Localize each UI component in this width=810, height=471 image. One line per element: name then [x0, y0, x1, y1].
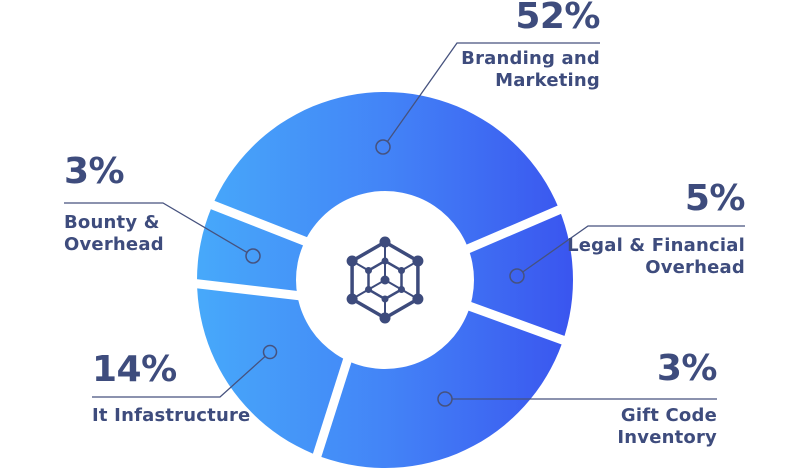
slice-divider [456, 297, 570, 347]
percent-value: 5% [684, 178, 746, 219]
callout-branding: 52% Branding and Marketing [380, 0, 600, 92]
leader-line-legal [522, 225, 745, 273]
leader-markers [245, 139, 525, 407]
donut-ring [197, 92, 573, 468]
slice-divider [203, 197, 314, 249]
slice-label-line2: Inventory [617, 427, 717, 448]
callout-bounty: 3% Bounty & Overhead [64, 152, 284, 256]
slice-label: Bounty & Overhead [64, 212, 284, 256]
slice-label-line1: Bounty & [64, 212, 160, 233]
slice-label-line2: Overhead [645, 257, 745, 278]
slice-label-line1: Legal & Financial [567, 235, 745, 256]
percent-value: 14% [92, 349, 177, 390]
callout-gift-code: 3% Gift Code Inventory [497, 349, 717, 449]
slice-divider [310, 350, 355, 464]
slice-dividers [181, 197, 570, 464]
slice-label-line1: Gift Code [620, 405, 717, 426]
callout-legal: 5% Legal & Financial Overhead [515, 179, 745, 279]
slice-label-line2: Overhead [64, 234, 164, 255]
slice-label: It Infastructure [92, 405, 352, 427]
slice-divider [181, 277, 311, 302]
leader-line-bounty [64, 202, 248, 253]
marker-infra [262, 344, 278, 360]
leader-lines [64, 42, 745, 400]
leader-line-branding [386, 42, 600, 142]
marker-legal [509, 268, 525, 284]
marker-gift [437, 391, 453, 407]
slice-label-line2: Marketing [495, 70, 600, 91]
slice-label: Branding and Marketing [380, 48, 600, 92]
slice-divider [461, 201, 570, 256]
slice-label: Legal & Financial Overhead [515, 235, 745, 279]
marker-bounty [245, 248, 261, 264]
slice-label-line1: It Infastructure [92, 405, 251, 426]
percent-value: 3% [64, 151, 125, 192]
slice-label-line1: Branding and [461, 48, 600, 69]
slice-label: Gift Code Inventory [497, 405, 717, 449]
leader-line-infra [92, 355, 266, 398]
percent-value: 3% [656, 348, 718, 389]
marker-branding [375, 139, 391, 155]
callout-infrastructure: 14% It Infastructure [92, 350, 352, 427]
network-cube-icon [346, 236, 424, 324]
percent-value: 52% [515, 0, 600, 37]
